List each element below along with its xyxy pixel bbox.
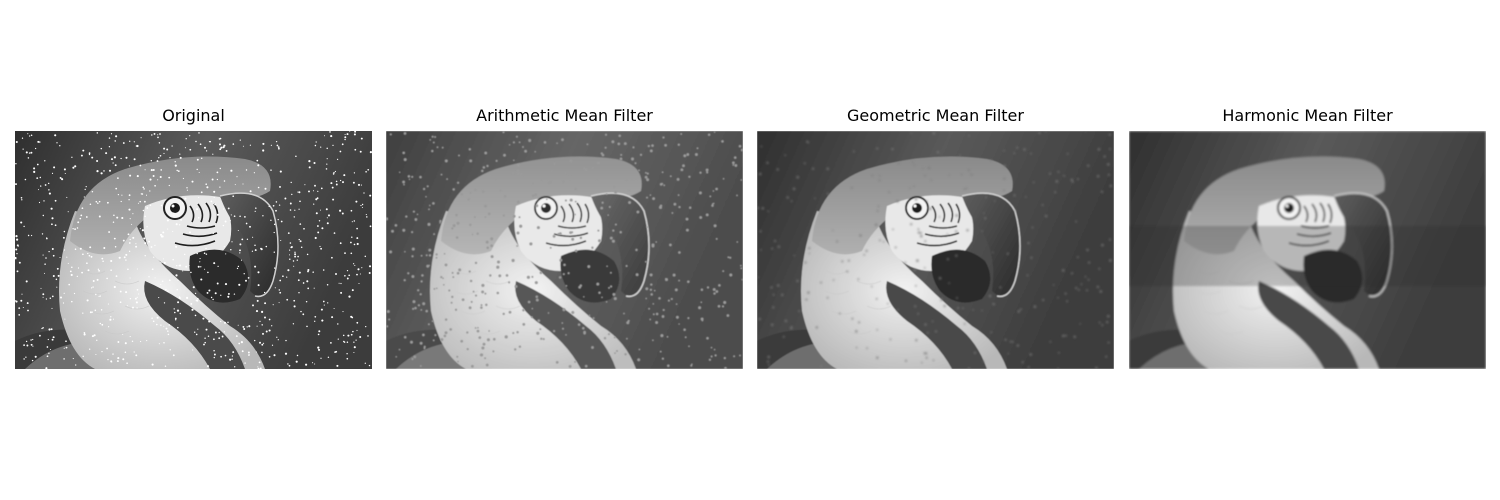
panel-title: Arithmetic Mean Filter <box>476 106 653 125</box>
panel-title: Harmonic Mean Filter <box>1222 106 1393 125</box>
panel-original: Original <box>15 0 372 500</box>
panel-arithmetic-mean: Arithmetic Mean Filter <box>386 0 743 500</box>
parrot-image-arithmetic <box>386 131 743 369</box>
parrot-image-noisy <box>15 131 372 369</box>
parrot-image-geometric <box>757 131 1114 369</box>
panel-title: Geometric Mean Filter <box>847 106 1024 125</box>
panel-geometric-mean: Geometric Mean Filter <box>757 0 1114 500</box>
panel-title: Original <box>162 106 225 125</box>
panel-harmonic-mean: Harmonic Mean Filter <box>1129 0 1486 500</box>
parrot-image-harmonic <box>1129 131 1486 369</box>
